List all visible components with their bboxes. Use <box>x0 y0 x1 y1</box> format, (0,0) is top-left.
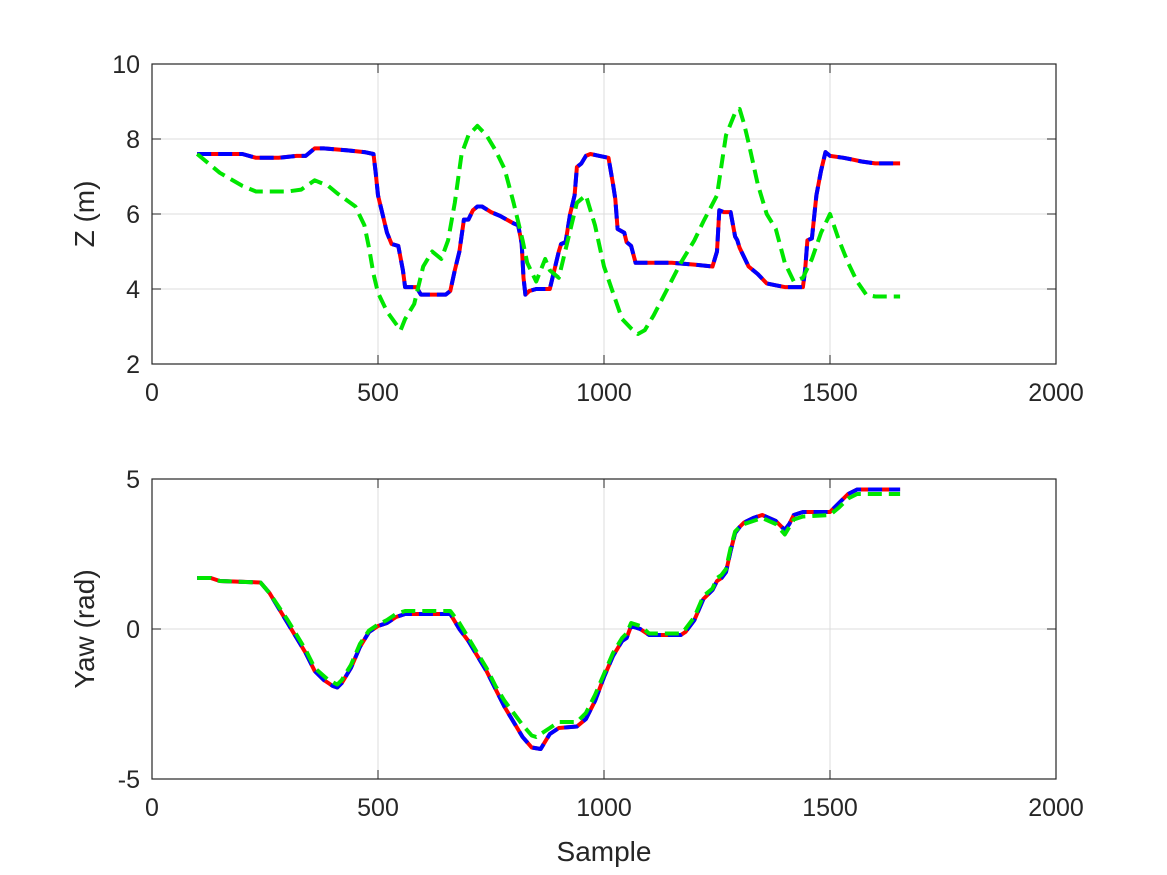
y-axis-label: Yaw (rad) <box>69 569 100 688</box>
y-tick-label: 4 <box>126 276 140 304</box>
series-line-1 <box>197 146 901 297</box>
x-tick-label: 1500 <box>802 794 858 822</box>
x-tick-label: 2000 <box>1028 794 1084 822</box>
series-line-2 <box>195 107 901 336</box>
x-tick-label: 0 <box>145 379 159 407</box>
series-line-2 <box>197 492 901 739</box>
y-tick-label: 6 <box>126 201 140 229</box>
y-tick-label: 0 <box>126 616 140 644</box>
y-tick-label: -5 <box>118 766 140 794</box>
y-tick-label: 10 <box>112 51 140 79</box>
y-axis-label: Z (m) <box>69 181 100 248</box>
x-tick-label: 500 <box>357 794 399 822</box>
x-tick-label: 0 <box>145 794 159 822</box>
x-axis-label: Sample <box>557 836 652 867</box>
z-plot: 0 500 1000 1500 2000 2 4 6 8 10 Z (m) <box>69 51 1084 407</box>
x-tick-label: 2000 <box>1028 379 1084 407</box>
x-tick-label: 1000 <box>576 794 632 822</box>
x-tick-label: 1000 <box>576 379 632 407</box>
x-tick-label: 500 <box>357 379 399 407</box>
y-tick-label: 2 <box>126 351 140 379</box>
series-line-1 <box>197 487 901 751</box>
y-tick-label: 8 <box>126 126 140 154</box>
y-tick-label: 5 <box>126 466 140 494</box>
x-tick-label: 1500 <box>802 379 858 407</box>
